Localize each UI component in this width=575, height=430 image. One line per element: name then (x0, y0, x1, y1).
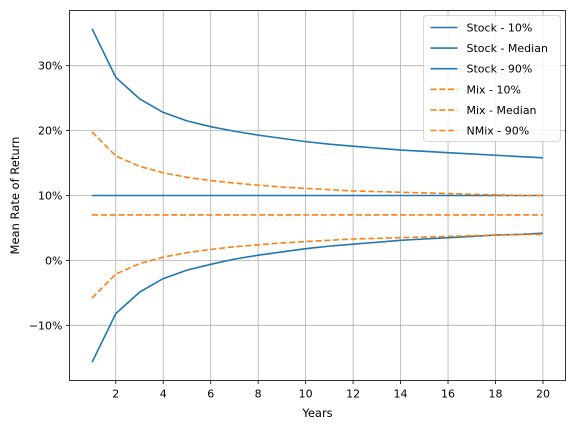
y-axis-label: Mean Rate of Return (8, 137, 22, 255)
x-tick-label: 12 (346, 388, 360, 401)
y-tick-label: 0% (45, 254, 62, 267)
x-tick-label: 16 (441, 388, 455, 401)
series-line-0 (91, 28, 543, 159)
x-tick-label: 20 (536, 388, 550, 401)
y-tick-label: −10% (29, 319, 63, 332)
legend-label: Stock - 10% (467, 22, 533, 35)
y-tick-label: 20% (38, 125, 62, 138)
x-tick-label: 6 (207, 388, 214, 401)
series-line-5 (91, 233, 543, 299)
legend-label: Stock - 90% (467, 63, 533, 76)
x-tick-label: 10 (299, 388, 313, 401)
x-tick-label: 14 (394, 388, 408, 401)
legend-box (423, 15, 561, 142)
legend-label: Mix - Median (467, 104, 537, 117)
x-tick-label: 18 (488, 388, 502, 401)
series-line-3 (91, 131, 543, 197)
legend-label: NMix - 90% (467, 125, 530, 138)
y-tick-label: 10% (38, 190, 62, 203)
legend-label: Stock - Median (467, 42, 548, 55)
x-tick-label: 2 (112, 388, 119, 401)
series-lines (91, 28, 543, 363)
x-tick-label: 4 (160, 388, 167, 401)
x-axis-label: Years (301, 406, 332, 420)
x-tick-label: 8 (255, 388, 262, 401)
axis-ticks: 2 4 6 8 10 12 14 16 18 20 −10% 0% 10% 20% 30% (29, 60, 550, 401)
legend-label: Mix - 10% (467, 83, 521, 96)
legend: Stock - 10% Stock - Median Stock - 90% Mix … (423, 15, 561, 142)
y-tick-label: 30% (38, 60, 62, 73)
